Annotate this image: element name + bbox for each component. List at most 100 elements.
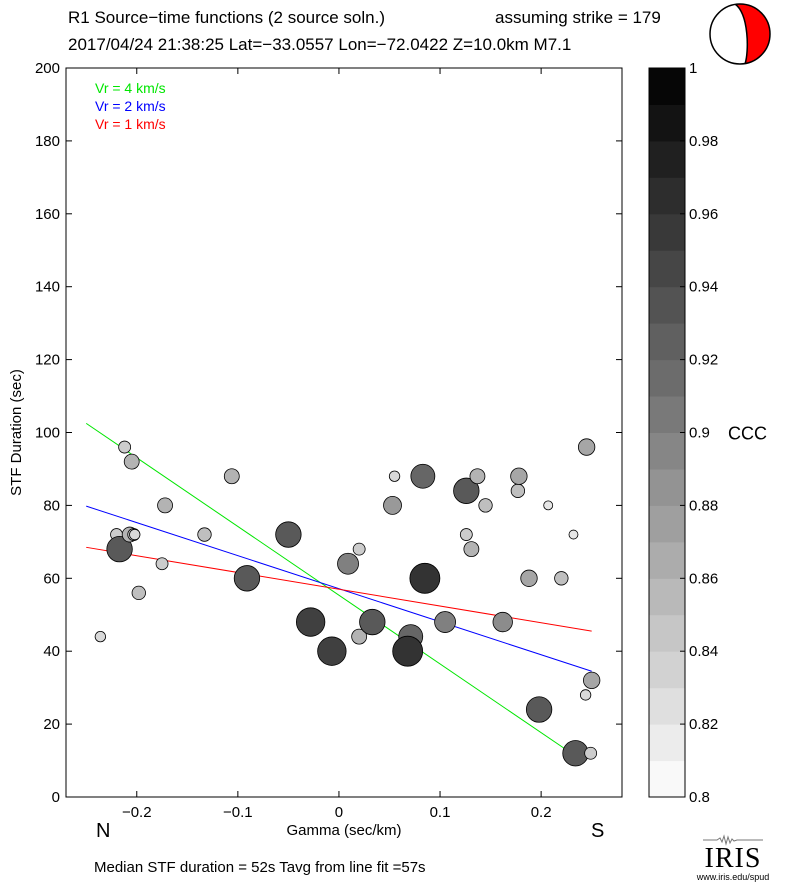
colorbar-segment <box>649 68 685 105</box>
colorbar: 0.8 0.82 0.84 0.86 0.88 0.9 0.92 0.94 0.96 0.98 1 C… <box>648 60 767 806</box>
data-point <box>295 607 326 637</box>
legend: Vr = 4 km/s Vr = 2 km/s Vr = 1 km/s <box>95 80 166 132</box>
data-point <box>469 468 486 485</box>
beachball-icon <box>709 3 771 65</box>
x-tick-label: −0.2 <box>122 804 152 821</box>
colorbar-segment <box>649 651 685 689</box>
colorbar-tick-label: 0.9 <box>689 425 710 442</box>
data-point <box>155 557 169 571</box>
x-tick-label: 0 <box>335 804 343 821</box>
data-point <box>583 671 601 690</box>
colorbar-tick-label: 0.82 <box>689 716 718 733</box>
event-info: 2017/04/24 21:38:25 Lat=−33.0557 Lon=−72… <box>68 35 572 54</box>
colorbar-tick-label: 0.98 <box>689 133 718 150</box>
colorbar-tick-label: 0.88 <box>689 497 718 514</box>
y-tick-label: 20 <box>43 716 60 733</box>
data-point <box>118 440 132 454</box>
data-point <box>129 528 141 541</box>
data-point <box>543 500 554 511</box>
data-point <box>554 571 569 586</box>
data-point <box>106 535 133 563</box>
colorbar-segment <box>649 468 685 506</box>
data-point <box>520 569 538 587</box>
data-point <box>94 630 107 643</box>
data-point <box>453 477 480 504</box>
x-tick-label: −0.1 <box>223 804 253 821</box>
data-point <box>568 529 579 540</box>
legend-entry: Vr = 4 km/s <box>95 80 166 96</box>
logo-url: www.iris.edu/spud <box>696 872 770 882</box>
y-tick-label: 0 <box>52 789 60 806</box>
data-point <box>351 628 368 645</box>
colorbar-tick-label: 1 <box>689 60 697 77</box>
summary-text: Median STF duration = 52s Tavg from line… <box>94 859 426 876</box>
colorbar-tick-label: 0.86 <box>689 570 718 587</box>
colorbar-segment <box>649 541 685 579</box>
colorbar-tick-label: 0.92 <box>689 352 718 369</box>
data-point <box>233 565 261 592</box>
legend-entry: Vr = 2 km/s <box>95 98 166 114</box>
colorbar-segment <box>649 323 685 361</box>
y-tick-label: 140 <box>35 279 60 296</box>
legend-entry: Vr = 1 km/s <box>95 116 166 132</box>
x-tick-label: 0.1 <box>430 804 451 821</box>
fit-line <box>85 422 572 754</box>
data-point <box>492 611 513 633</box>
plot-frame <box>65 67 623 798</box>
colorbar-label: CCC <box>728 424 767 444</box>
data-point <box>434 611 456 633</box>
colorbar-segment <box>649 177 685 215</box>
logo-text: IRIS <box>704 843 762 874</box>
direction-south: S <box>591 820 605 842</box>
scatter-points <box>94 438 601 767</box>
y-axis-label: STF Duration (sec) <box>8 369 25 496</box>
data-point <box>409 562 441 594</box>
y-tick-label: 80 <box>43 497 60 514</box>
chart-title: R1 Source−time functions (2 source soln.… <box>68 8 386 27</box>
colorbar-tick-label: 0.94 <box>689 279 718 296</box>
colorbar-segment <box>649 578 685 616</box>
data-point <box>352 542 366 556</box>
data-point <box>410 463 436 489</box>
data-point <box>157 497 173 514</box>
seismogram-icon <box>703 834 763 846</box>
data-point <box>510 483 526 498</box>
y-tick-label: 40 <box>43 643 60 660</box>
colorbar-segment <box>649 724 685 762</box>
colorbar-segment <box>649 250 685 288</box>
y-tick-label: 120 <box>35 352 60 369</box>
data-point <box>317 636 347 666</box>
x-axis-label: Gamma (sec/km) <box>286 822 401 839</box>
iris-logo: IRIS www.iris.edu/spud <box>688 834 778 882</box>
data-point <box>337 552 359 575</box>
colorbar-tick-label: 0.96 <box>689 206 718 223</box>
y-tick-label: 180 <box>35 133 60 150</box>
data-point <box>577 438 596 456</box>
data-point <box>388 470 401 482</box>
colorbar-segment <box>649 140 685 178</box>
data-point <box>383 495 402 515</box>
data-point <box>525 696 553 723</box>
colorbar-segment <box>649 505 685 543</box>
data-point <box>131 585 146 601</box>
data-point <box>123 453 140 470</box>
data-point <box>197 527 212 542</box>
colorbar-segment <box>649 687 685 725</box>
data-point <box>223 468 240 485</box>
data-point <box>478 498 493 513</box>
colorbar-segment <box>649 396 685 433</box>
data-point <box>275 521 302 548</box>
direction-north: N <box>96 820 111 842</box>
x-tick-label: 0.2 <box>531 804 552 821</box>
data-point <box>510 467 528 485</box>
data-point <box>459 528 473 541</box>
y-tick-label: 100 <box>35 425 60 442</box>
data-point <box>584 746 598 760</box>
axes: 0 20 40 60 80 100 120 140 160 180 200 −0.2 −0.1 0 0.1 0… <box>8 60 623 839</box>
strike-label: assuming strike = 179 <box>495 8 661 27</box>
colorbar-segment <box>649 359 685 397</box>
y-tick-label: 60 <box>43 570 60 587</box>
colorbar-segment <box>649 104 685 142</box>
data-point <box>579 689 592 701</box>
